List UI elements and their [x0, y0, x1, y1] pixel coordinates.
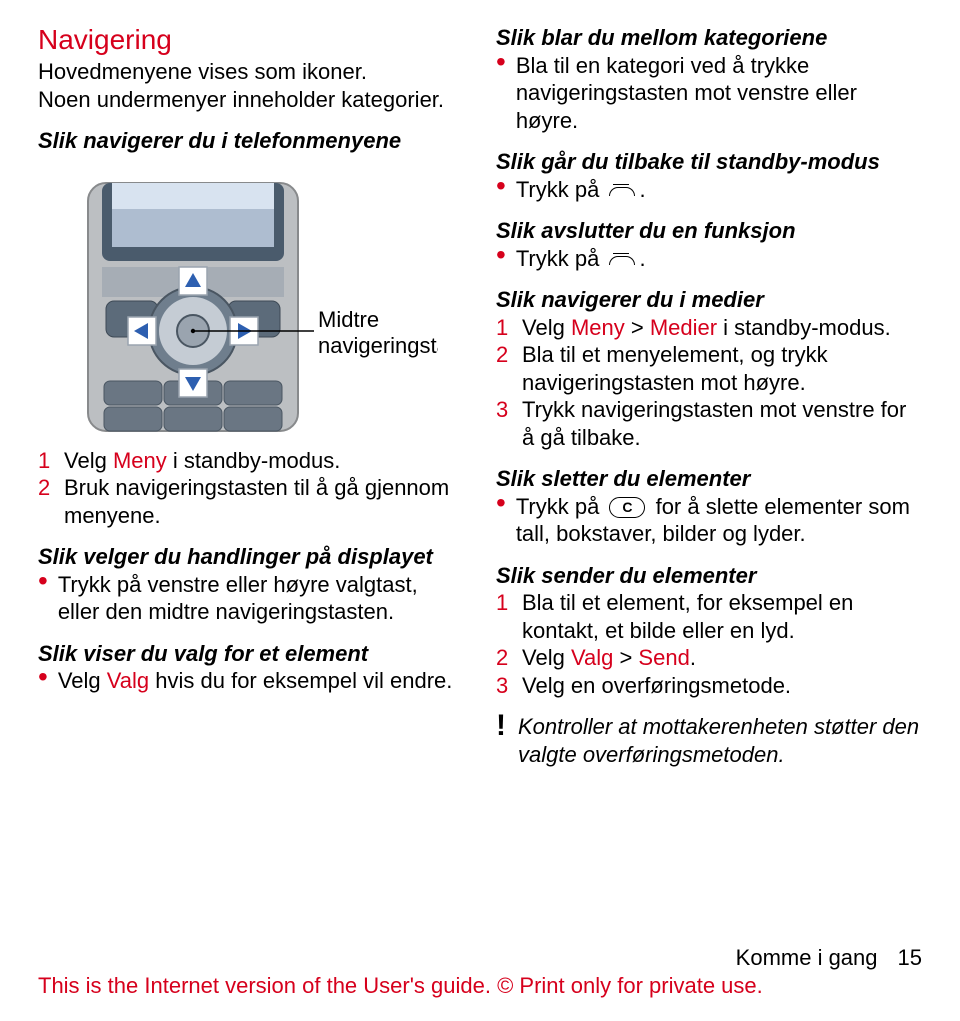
hangup-icon	[607, 183, 637, 199]
bullet-item: • Trykk på C for å slette elementer som …	[496, 493, 922, 548]
page-number: 15	[898, 945, 922, 971]
bullet-item: • Bla til en kategori ved å trykke navig…	[496, 52, 922, 135]
bullet-item: • Velg Valg hvis du for eksempel vil end…	[38, 667, 464, 695]
delete-heading: Slik sletter du elementer	[496, 465, 922, 493]
intro-text: Hovedmenyene vises som ikoner. Noen unde…	[38, 58, 464, 113]
standby-heading: Slik går du tilbake til standby-modus	[496, 148, 922, 176]
actions-heading: Slik velger du handlinger på displayet	[38, 543, 464, 571]
phone-illustration: Midtre navigeringstast	[68, 173, 464, 433]
bullet-item: • Trykk på .	[496, 176, 922, 204]
footer-section: Komme i gang15	[38, 945, 922, 971]
svg-text:Midtre: Midtre	[318, 307, 379, 332]
list-item: 1 Velg Meny > Medier i standby-modus.	[496, 314, 922, 342]
svg-text:navigeringstast: navigeringstast	[318, 333, 438, 358]
bullet-item: • Trykk på .	[496, 245, 922, 273]
hangup-icon	[607, 252, 637, 268]
section-title: Navigering	[38, 24, 464, 56]
footer-legal: This is the Internet version of the User…	[38, 973, 922, 999]
browse-heading: Slik blar du mellom kategoriene	[496, 24, 922, 52]
list-item: 1 Velg Meny i standby-modus.	[38, 447, 464, 475]
warning-note: ! Kontroller at mottakerenheten støtter …	[496, 713, 922, 768]
list-item: 3 Velg en overføringsmetode.	[496, 672, 922, 700]
media-nav-heading: Slik navigerer du i medier	[496, 286, 922, 314]
navigate-phone-heading: Slik navigerer du i telefonmenyene	[38, 127, 464, 155]
list-item: 2 Bruk navigeringstasten til å gå gjenno…	[38, 474, 464, 529]
list-item: 2 Bla til et menyelement, og trykk navig…	[496, 341, 922, 396]
send-heading: Slik sender du elementer	[496, 562, 922, 590]
c-key-icon: C	[609, 497, 645, 518]
list-item: 3 Trykk navigeringstasten mot venstre fo…	[496, 396, 922, 451]
warning-icon: !	[496, 713, 506, 739]
list-item: 1 Bla til et element, for eksempel en ko…	[496, 589, 922, 644]
options-heading: Slik viser du valg for et element	[38, 640, 464, 668]
bullet-item: • Trykk på venstre eller høyre valgtast,…	[38, 571, 464, 626]
list-item: 2 Velg Valg > Send.	[496, 644, 922, 672]
end-function-heading: Slik avslutter du en funksjon	[496, 217, 922, 245]
